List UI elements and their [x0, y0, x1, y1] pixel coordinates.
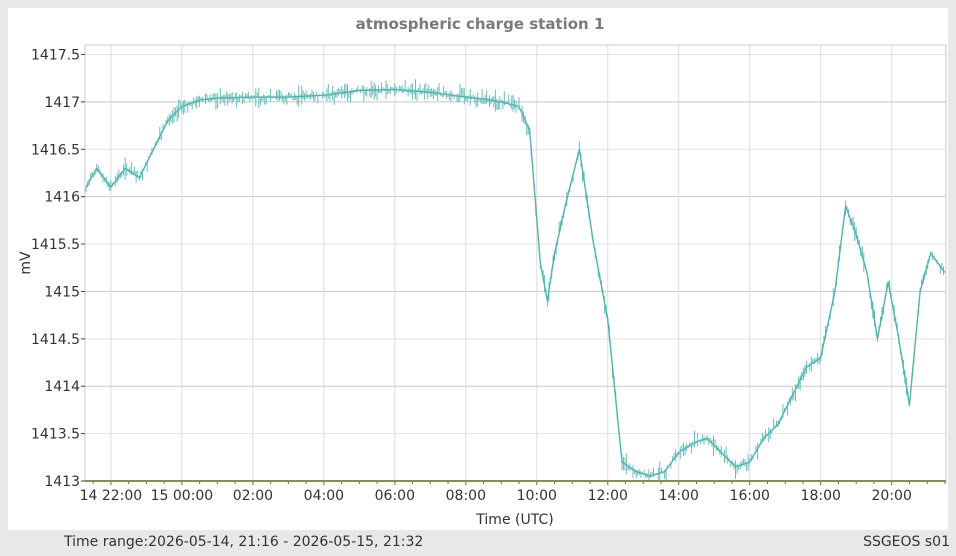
series-line — [85, 88, 946, 477]
x-tick-label: 02:00 — [233, 488, 273, 504]
chart-title: atmospheric charge station 1 — [356, 15, 605, 33]
station-id: SSGEOS s01 — [863, 534, 950, 550]
x-tick-label: 04:00 — [304, 488, 344, 504]
time-range-prefix: Time range: — [64, 534, 149, 550]
y-tick-label: 1413 — [44, 474, 80, 490]
y-tick-label: 1416 — [44, 190, 80, 206]
x-tick-label: 14:00 — [659, 488, 699, 504]
x-tick-label: 12:00 — [588, 488, 628, 504]
series-noise — [85, 79, 944, 480]
chart-canvas: atmospheric charge station 1 14131413.51… — [18, 15, 947, 528]
plot-frame — [84, 44, 947, 482]
y-axis-ticks: 1413 1413.5 1414 1414.5 1415 1415.5 1416 1416.5… — [31, 47, 85, 490]
y-tick-label: 1416.5 — [31, 142, 80, 158]
series-layer — [85, 79, 946, 480]
x-tick-label: 15 00:00 — [151, 488, 214, 504]
time-range-value: 2026-05-14, 21:16 - 2026-05-15, 21:32 — [148, 534, 424, 550]
x-tick-label: 08:00 — [446, 488, 486, 504]
y-tick-label: 1414.5 — [31, 332, 80, 348]
y-tick-label: 1417.5 — [31, 47, 80, 63]
x-tick-label: 20:00 — [872, 488, 912, 504]
y-tick-label: 1414 — [44, 379, 80, 395]
y-axis-label: mV — [18, 251, 34, 275]
y-tick-label: 1413.5 — [31, 427, 80, 443]
y-tick-label: 1415.5 — [31, 237, 80, 253]
x-tick-label: 10:00 — [517, 488, 557, 504]
time-range-readout: Time range:2026-05-14, 21:16 - 2026-05-1… — [64, 534, 423, 550]
y-tick-label: 1417 — [44, 95, 80, 111]
y-tick-label: 1415 — [44, 284, 80, 300]
x-tick-label: 18:00 — [801, 488, 841, 504]
x-tick-label: 14 22:00 — [80, 488, 143, 504]
x-axis-label: Time (UTC) — [475, 512, 553, 528]
x-tick-label: 06:00 — [375, 488, 415, 504]
grid-lines — [85, 45, 946, 482]
chart-panel: atmospheric charge station 1 1413 1413.5 1… — [8, 8, 948, 530]
x-axis-ticks: 14 22:00 15 00:00 02:00 04:00 06:00 08:00 10:0… — [80, 481, 946, 504]
x-tick-label: 16:00 — [730, 488, 770, 504]
